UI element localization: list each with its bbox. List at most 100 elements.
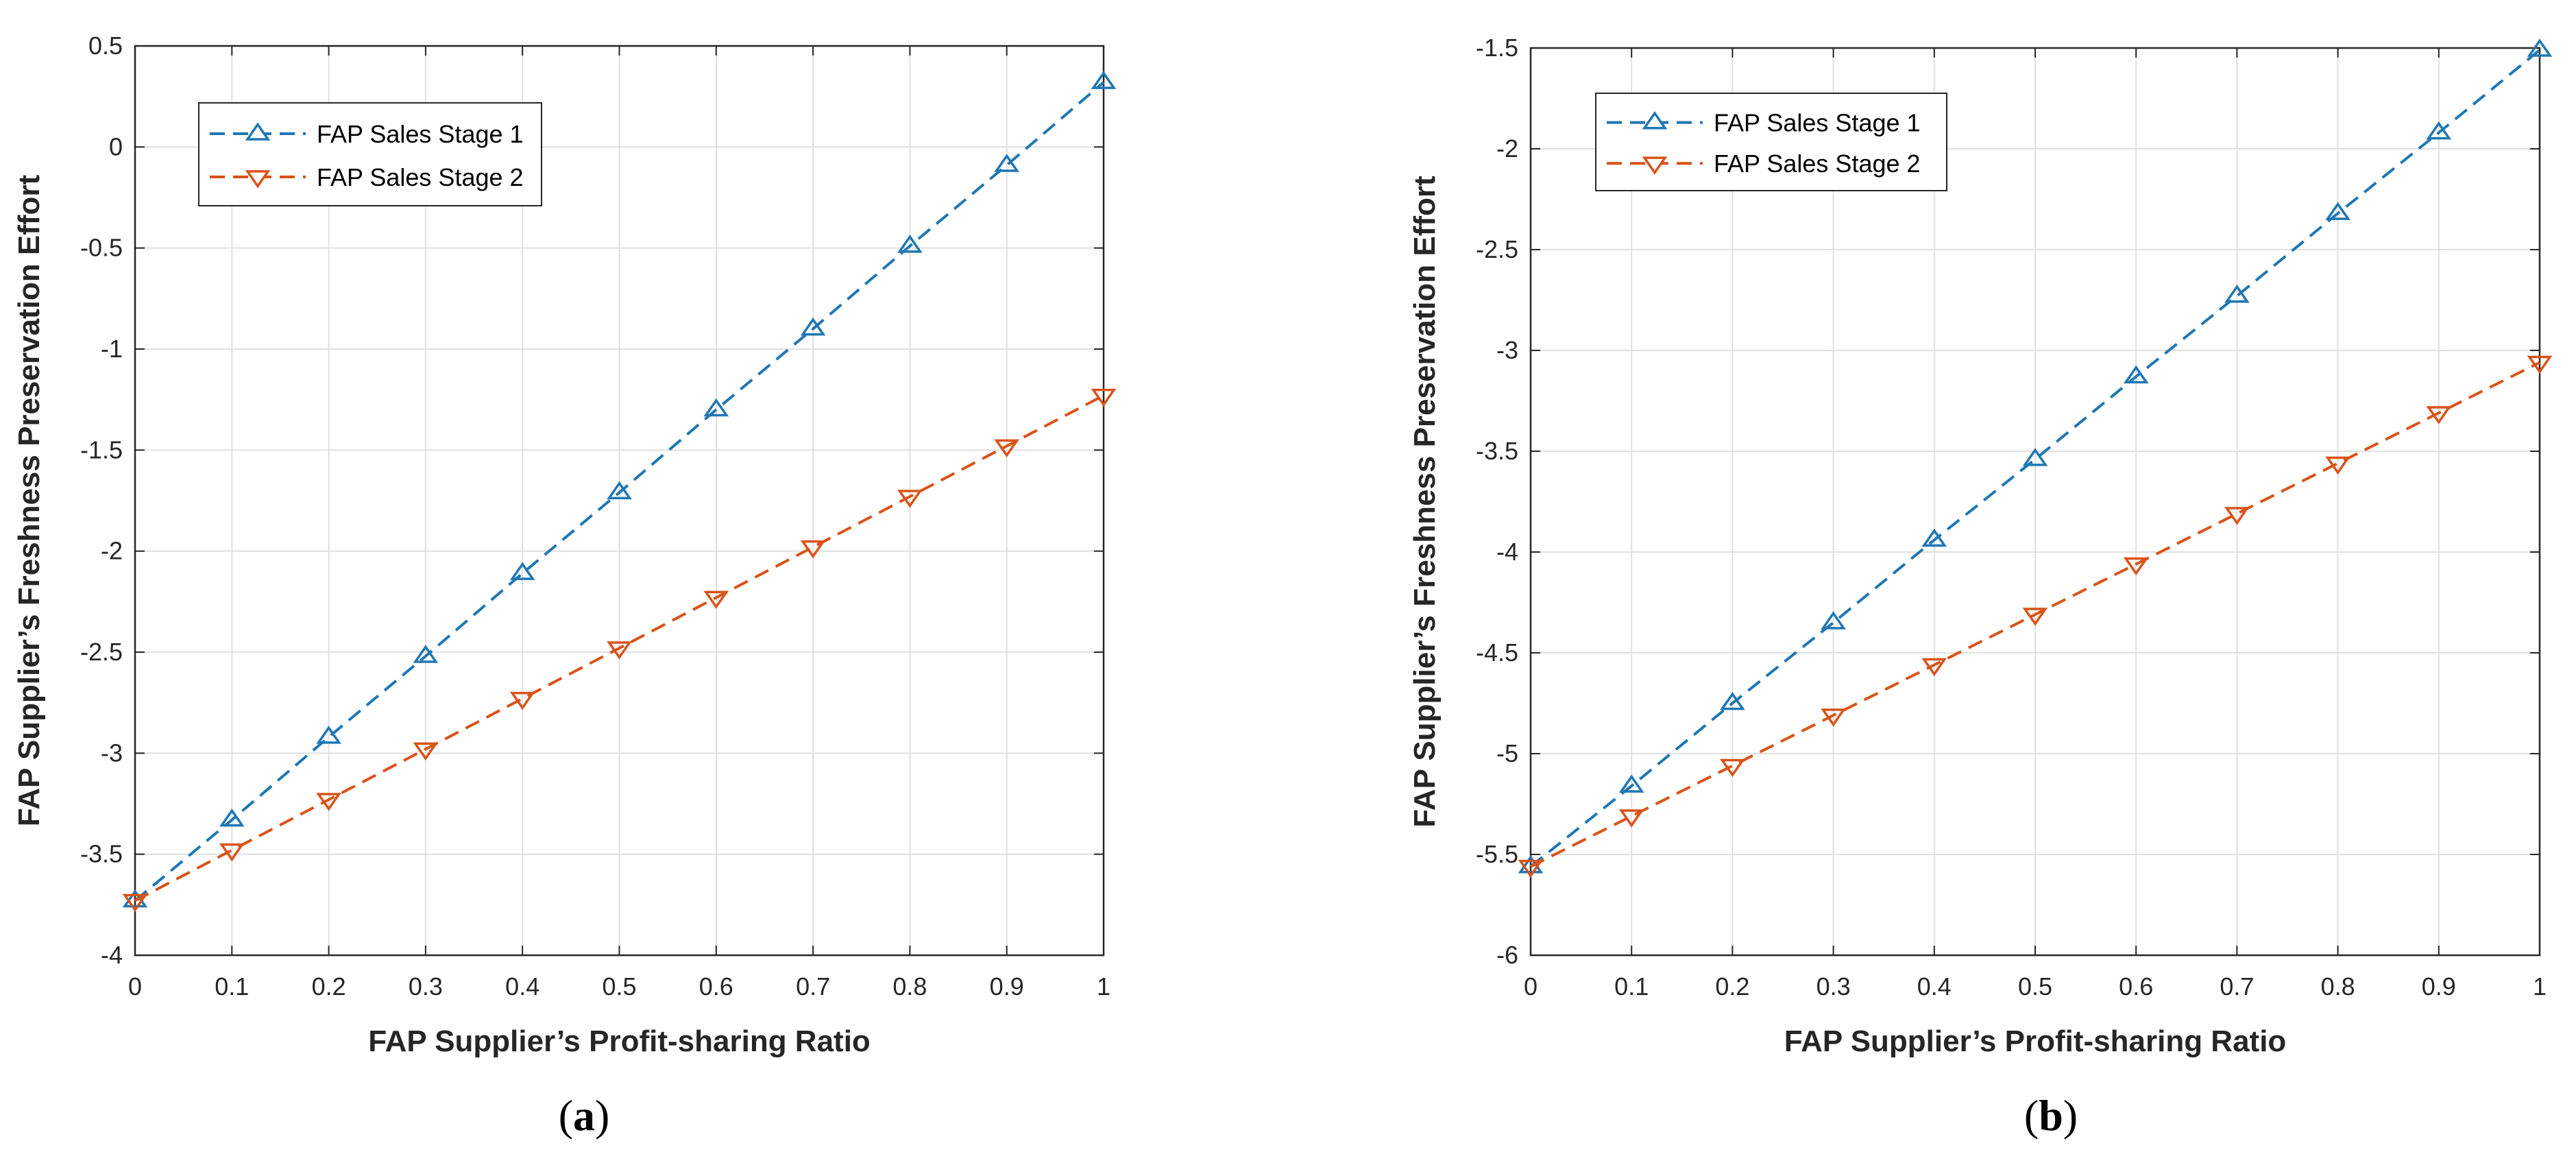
data-point (1720, 758, 1745, 778)
x-tick-label: 0.3 (409, 972, 443, 1001)
data-point (2022, 608, 2048, 626)
legend-label: FAP Sales Stage 1 (317, 120, 524, 148)
series-1 (122, 71, 1117, 908)
legend-marker (245, 170, 271, 189)
y-tick-label: 0.5 (88, 32, 123, 60)
data-point (509, 691, 535, 710)
x-tick-label: 0.8 (2321, 972, 2355, 1001)
data-point (219, 808, 245, 827)
x-tick-label: 0.2 (1715, 972, 1749, 1001)
y-tick-label: -1.5 (80, 435, 123, 464)
data-point (800, 540, 826, 559)
legend-marker (245, 122, 271, 141)
x-tick-label: 0.4 (1917, 972, 1952, 1001)
x-tick-label: 0 (128, 972, 142, 1001)
y-tick-label: -3.5 (1476, 437, 1518, 465)
x-tick-label: 0.2 (312, 972, 346, 1001)
data-point (2426, 406, 2452, 424)
data-point (1518, 859, 1544, 878)
data-point (2123, 365, 2149, 384)
data-point (1821, 611, 1846, 630)
data-point (2527, 38, 2553, 57)
caption-b-letter: b (2039, 1091, 2063, 1140)
chart-panel-a: 0 0.1 0.2 0.3 0.4 0.5 0.6 0.7 0.8 0.9 1 -4 -3.5 -3 -2.… (12, 32, 1117, 1058)
data-point (2527, 355, 2553, 374)
x-axis-label: FAP Supplier’s Profit-sharing Ratio (368, 1025, 871, 1058)
data-point (2426, 121, 2452, 140)
x-tick-label: 0.9 (990, 972, 1024, 1001)
data-point (413, 742, 439, 761)
series-line (134, 394, 1104, 902)
y-tick-label: -3 (1496, 336, 1518, 364)
data-point (703, 398, 729, 417)
caption-a-close: ) (595, 1091, 610, 1140)
x-axis-label: FAP Supplier’s Profit-sharing Ratio (1784, 1025, 2287, 1058)
y-tick-label: -3.5 (80, 840, 123, 868)
data-point (2325, 202, 2350, 220)
data-point (413, 645, 439, 663)
series-1 (1518, 38, 2553, 874)
y-tick-label: -4.5 (1476, 638, 1518, 667)
y-tick-label: -5 (1496, 739, 1518, 767)
y-tick-label: -2 (101, 537, 123, 565)
data-point (316, 726, 341, 744)
x-tick-label: 0.5 (602, 972, 636, 1001)
x-tick-label: 0.1 (1614, 972, 1649, 1001)
data-point (897, 235, 923, 253)
data-point (994, 154, 1020, 172)
data-point (1618, 809, 1644, 828)
data-point (800, 317, 826, 336)
data-point (2022, 448, 2048, 466)
legend-label: FAP Sales Stage 2 (1714, 149, 1921, 178)
x-tick-label: 0.7 (2220, 972, 2254, 1001)
series-line (134, 81, 1105, 902)
x-tick-label: 0.9 (2422, 972, 2456, 1001)
series-line (1530, 361, 2540, 868)
legend-marker (1642, 156, 1668, 175)
caption-b-close: ) (2063, 1091, 2078, 1140)
caption-a-open: ( (558, 1091, 573, 1140)
chart-panel-b: 0 0.1 0.2 0.3 0.4 0.5 0.6 0.7 0.8 0.9 1 -6 -5.5 -5 -4.… (1408, 34, 2553, 1058)
data-point (1618, 774, 1644, 793)
series-line (1529, 49, 2541, 868)
x-tick-label: 1 (1097, 972, 1110, 1001)
x-tick-label: 0.6 (2119, 972, 2153, 1001)
data-point (2123, 557, 2149, 576)
x-tick-label: 0.6 (699, 972, 733, 1001)
data-point (1091, 388, 1117, 407)
caption-panel-a: (a) (481, 1090, 687, 1141)
x-tick-label: 0 (1524, 972, 1538, 1001)
y-tick-label: -2 (1496, 134, 1518, 163)
data-point (703, 590, 729, 610)
x-tick-label: 0.4 (505, 972, 539, 1001)
y-axis-label: FAP Supplier’s Freshness Preservation Ef… (12, 174, 46, 826)
data-point (607, 481, 632, 500)
y-tick-label: -5.5 (1476, 840, 1518, 868)
legend: FAP Sales Stage 1 FAP Sales Stage 2 (198, 102, 542, 206)
data-point (1821, 708, 1846, 727)
data-point (2224, 285, 2250, 303)
data-point (219, 843, 245, 862)
legend-box (198, 102, 542, 206)
data-point (509, 562, 535, 580)
y-tick-label: -0.5 (80, 234, 123, 262)
x-tick-label: 0.1 (215, 972, 249, 1001)
legend-label: FAP Sales Stage 1 (1714, 109, 1921, 137)
data-point (607, 641, 632, 660)
data-point (2224, 507, 2250, 525)
legend: FAP Sales Stage 1 FAP Sales Stage 2 (1595, 93, 1947, 191)
data-point (1091, 71, 1117, 89)
data-point (122, 894, 148, 913)
series-2 (122, 388, 1117, 913)
data-point (316, 793, 341, 811)
data-point (897, 490, 923, 508)
legend-label: FAP Sales Stage 2 (317, 163, 524, 191)
y-axis-label: FAP Supplier’s Freshness Preservation Ef… (1408, 176, 1442, 828)
y-tick-label: -2.5 (1476, 235, 1518, 263)
legend-marker (1642, 111, 1668, 130)
x-tick-label: 0.8 (892, 972, 927, 1001)
caption-panel-b: (b) (1948, 1090, 2154, 1141)
y-tick-label: -2.5 (80, 638, 123, 666)
caption-a-letter: a (573, 1091, 595, 1140)
